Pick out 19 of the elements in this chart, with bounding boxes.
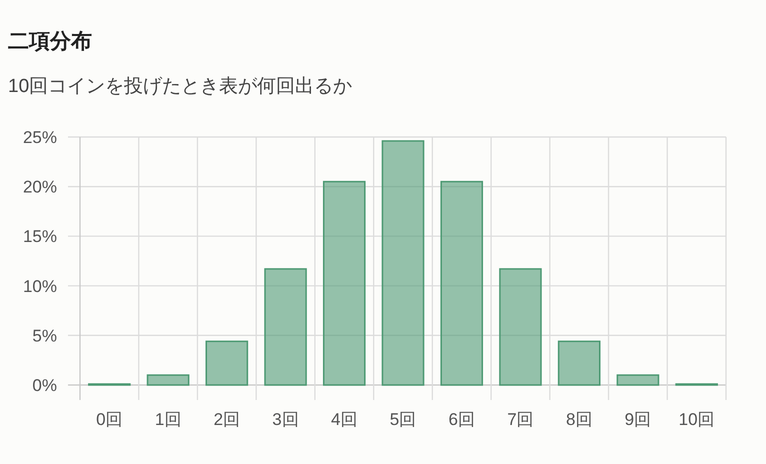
y-tick-label: 5% (32, 326, 57, 346)
chart-subtitle: 10回コインを投げたとき表が何回出るか (8, 76, 352, 97)
x-tick-label: 10回 (678, 410, 715, 429)
chart-title: 二項分布 (8, 30, 92, 53)
y-tick-label: 15% (22, 227, 57, 246)
y-tick-label: 0% (32, 376, 57, 395)
x-tick-label: 8回 (566, 410, 592, 429)
x-tick-label: 5回 (390, 410, 416, 429)
x-tick-label: 7回 (507, 410, 534, 429)
x-tick-label: 0回 (96, 410, 123, 429)
y-tick-label: 25% (22, 128, 57, 147)
x-tick-label: 9回 (624, 410, 652, 429)
x-tick-label: 1回 (154, 410, 182, 429)
x-tick-label: 3回 (272, 410, 299, 429)
y-tick-label: 10% (22, 276, 57, 296)
x-tick-label: 4回 (331, 410, 358, 429)
x-tick-label: 2回 (214, 410, 240, 429)
x-tick-label: 6回 (448, 410, 475, 429)
y-tick-label: 20% (22, 178, 57, 197)
